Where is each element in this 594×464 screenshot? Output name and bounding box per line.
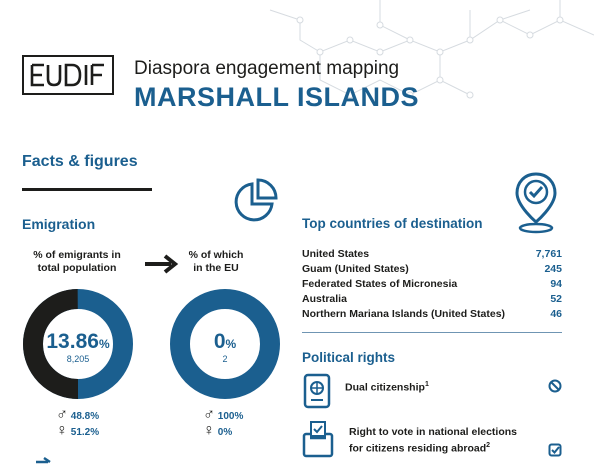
- emigrants-female: ♀ 51.2%: [56, 422, 99, 440]
- country-row: United States 7,761: [302, 248, 562, 262]
- eu-count: 2: [222, 354, 228, 364]
- country-name: MARSHALL ISLANDS: [134, 82, 420, 112]
- country-name-cell: Guam (United States): [302, 263, 409, 275]
- donut-base-ring: [170, 289, 280, 399]
- eudif-logo-mark: [30, 63, 104, 87]
- facts-underline: [22, 188, 152, 191]
- country-name-cell: Federated States of Micronesia: [302, 278, 458, 290]
- emigrants-label: % of emigrants in total population: [22, 249, 132, 275]
- emigrants-label-line2: total population: [37, 262, 117, 274]
- eudif-logo: [22, 55, 114, 95]
- arrow-right-icon: [145, 254, 179, 274]
- section-divider: [302, 332, 562, 333]
- vote-abroad-line1: Right to vote in national elections: [349, 426, 518, 438]
- emigrants-percent-number: 13.86: [46, 330, 99, 353]
- emigrants-share-arc: [23, 289, 79, 399]
- top-countries-heading: Top countries of destination: [302, 216, 483, 231]
- location-check-icon: [515, 172, 557, 234]
- country-row: Guam (United States) 245: [302, 263, 562, 277]
- emigrants-percent-sign: %: [98, 337, 110, 351]
- emigrants-label-line1: % of emigrants in: [33, 249, 121, 261]
- country-name-cell: Australia: [302, 293, 347, 305]
- female-icon: ♀: [203, 422, 215, 439]
- eu-male: ♂ 100%: [203, 406, 243, 424]
- country-value-cell: 245: [544, 263, 562, 275]
- country-row: Australia 52: [302, 293, 562, 307]
- emigrants-count: 8,205: [66, 354, 90, 364]
- check-box-icon: [548, 443, 562, 457]
- eu-percent: 0%: [169, 330, 281, 354]
- pie-chart-icon: [234, 178, 278, 222]
- eu-label-line1: % of which: [188, 249, 244, 261]
- eu-donut: [170, 289, 280, 399]
- vote-abroad-label: Right to vote in national elections for …: [349, 426, 517, 456]
- emigration-heading: Emigration: [22, 216, 96, 232]
- emigrants-donut: [23, 289, 133, 399]
- vote-abroad-line2: for citizens residing abroad: [349, 442, 487, 455]
- female-icon: ♀: [56, 422, 68, 439]
- country-value-cell: 46: [550, 308, 562, 320]
- passport-icon: [303, 373, 331, 409]
- country-row: Federated States of Micronesia 94: [302, 278, 562, 292]
- facts-heading: Facts & figures: [22, 153, 138, 170]
- country-value-cell: 52: [550, 293, 562, 305]
- eu-female-pct: 0%: [217, 427, 233, 438]
- country-name-cell: United States: [302, 248, 370, 260]
- footnote-2: 2: [486, 442, 491, 449]
- eu-female: ♀ 0%: [203, 422, 232, 440]
- country-value-cell: 7,761: [535, 248, 562, 260]
- country-row: Northern Mariana Islands (United States)…: [302, 308, 562, 322]
- male-icon: ♂: [56, 406, 68, 423]
- no-icon: [548, 379, 562, 393]
- page-title: Diaspora engagement mapping: [134, 58, 400, 79]
- emigrants-male: ♂ 48.8%: [56, 406, 99, 424]
- country-value-cell: 94: [550, 278, 562, 290]
- network-background: [269, 0, 594, 99]
- emigrants-male-pct: 48.8%: [70, 411, 100, 422]
- footnote-1: 1: [424, 381, 429, 388]
- political-rights-heading: Political rights: [302, 350, 396, 365]
- dual-citizenship-text: Dual citizenship: [345, 381, 425, 394]
- country-name-cell: Northern Mariana Islands (United States): [302, 308, 506, 320]
- male-icon: ♂: [203, 406, 215, 423]
- ballot-box-icon: [302, 421, 334, 458]
- emigrants-female-pct: 51.2%: [70, 427, 100, 438]
- eu-label: % of which in the EU: [180, 249, 252, 275]
- eu-percent-number: 0: [213, 330, 226, 353]
- eu-male-pct: 100%: [217, 411, 244, 422]
- eu-percent-sign: %: [225, 337, 237, 351]
- dual-citizenship-label: Dual citizenship1: [345, 378, 429, 395]
- arrow-fragment-icon: [36, 456, 51, 464]
- eu-label-line2: in the EU: [193, 262, 239, 274]
- emigrants-percent: 13.86%: [22, 330, 134, 354]
